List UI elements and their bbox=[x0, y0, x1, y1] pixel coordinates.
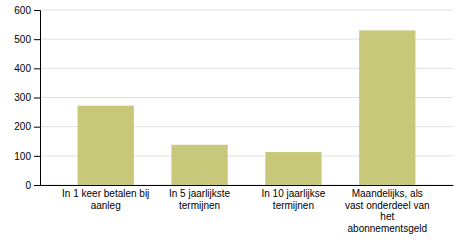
x-tick-label-line: het bbox=[380, 211, 394, 222]
x-tick: In 5 jaarlijkstetermijnen bbox=[169, 188, 231, 211]
y-tick-mark bbox=[34, 156, 40, 157]
bar bbox=[359, 30, 415, 185]
x-tick-label: In 5 jaarlijkstetermijnen bbox=[169, 188, 231, 211]
x-tick-label: Maandelijks, alsvast onderdeel vanhetabo… bbox=[345, 188, 430, 234]
x-axis-line bbox=[41, 185, 454, 186]
grid-line bbox=[40, 10, 453, 11]
y-tick-label: 500 bbox=[14, 34, 31, 45]
y-tick-mark bbox=[34, 127, 40, 128]
y-tick-label: 0 bbox=[25, 180, 31, 191]
y-axis-line bbox=[34, 11, 41, 186]
x-tick-label-line: In 10 jaarlijkse bbox=[261, 188, 325, 199]
x-tick: In 1 keer betalen bijaanleg bbox=[62, 188, 149, 211]
y-tick: 400 bbox=[14, 63, 40, 74]
y-tick: 600 bbox=[14, 5, 40, 16]
chart: 0 100 200 300 400 500 600 In 1 keer betalen bij… bbox=[0, 0, 465, 247]
y-tick-label: 200 bbox=[14, 121, 31, 132]
y-tick-mark bbox=[34, 39, 40, 40]
bar bbox=[171, 145, 227, 185]
y-tick-mark bbox=[34, 10, 40, 11]
y-tick-mark bbox=[34, 98, 40, 99]
y-tick-mark bbox=[34, 68, 40, 69]
x-tick-label-line: In 5 jaarlijkste bbox=[169, 188, 231, 199]
x-tick-label-line: termijnen bbox=[179, 200, 220, 211]
y-tick-label: 300 bbox=[14, 92, 31, 103]
x-tick-label-line: vast onderdeel van bbox=[345, 200, 430, 211]
x-tick: In 10 jaarlijksetermijnen bbox=[261, 188, 325, 211]
y-tick-label: 400 bbox=[14, 63, 31, 74]
grid bbox=[40, 10, 453, 185]
y-tick-mark bbox=[34, 185, 40, 186]
y-tick-label: 100 bbox=[14, 151, 31, 162]
y-tick: 100 bbox=[14, 151, 40, 162]
y-axis: 0 100 200 300 400 500 600 bbox=[14, 5, 40, 191]
y-tick-label: 600 bbox=[14, 5, 31, 16]
x-tick-label-line: aanleg bbox=[91, 200, 121, 211]
x-tick-label: In 1 keer betalen bijaanleg bbox=[62, 188, 149, 211]
x-tick: Maandelijks, alsvast onderdeel vanhetabo… bbox=[345, 188, 430, 234]
x-axis: In 1 keer betalen bijaanleg In 5 jaarlijk… bbox=[41, 186, 454, 234]
y-tick: 500 bbox=[14, 34, 40, 45]
x-tick-label: In 10 jaarlijksetermijnen bbox=[261, 188, 325, 211]
y-tick: 0 bbox=[25, 180, 40, 191]
x-tick-label-line: termijnen bbox=[273, 200, 314, 211]
x-tick-label-line: Maandelijks, als bbox=[352, 188, 423, 199]
y-tick: 200 bbox=[14, 121, 40, 132]
y-tick: 300 bbox=[14, 92, 40, 103]
bar bbox=[265, 152, 321, 185]
x-tick-label-line: In 1 keer betalen bij bbox=[62, 188, 149, 199]
bars bbox=[78, 30, 416, 185]
x-tick-label-line: abonnementsgeld bbox=[348, 223, 428, 234]
bar bbox=[78, 106, 134, 185]
plot: 0 100 200 300 400 500 600 In 1 keer betalen bij… bbox=[14, 5, 453, 234]
